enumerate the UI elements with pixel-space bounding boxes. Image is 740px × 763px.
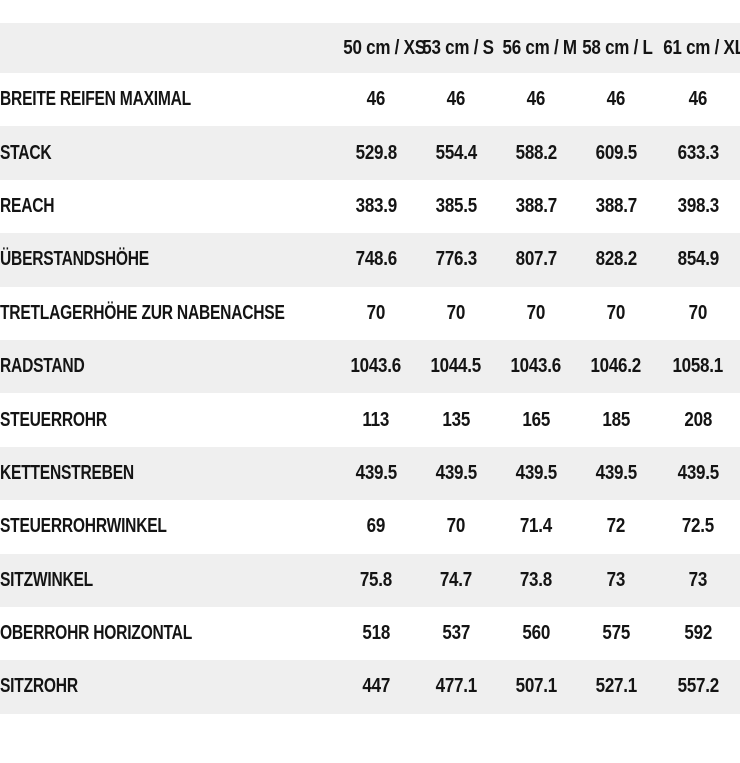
cell-value: 46 (446, 88, 466, 111)
cell-value: 388.7 (595, 194, 637, 217)
table-row-radstand: RADSTAND 1043.6 1044.5 1043.6 1046.2 105… (0, 339, 740, 394)
table-row-reach: REACH 383.9 385.5 388.7 388.7 398.3 (0, 179, 740, 234)
cell-value: 529.8 (355, 141, 397, 164)
cell-value: 135 (442, 408, 470, 431)
cell-value: 73 (688, 568, 708, 591)
cell-value: 75.8 (359, 568, 393, 591)
row-label: RADSTAND (0, 355, 85, 378)
cell-value: 518 (362, 622, 390, 645)
row-label: ÜBERSTANDSHÖHE (0, 248, 149, 271)
cell-value: 185 (602, 408, 630, 431)
table-row-sitzwinkel: SITZWINKEL 75.8 74.7 73.8 73 73 (0, 553, 740, 607)
cell-value: 1058.1 (672, 355, 724, 378)
row-label: REACH (0, 194, 55, 217)
column-header-label: 53 cm / S (422, 36, 494, 59)
cell-value: 70 (446, 515, 466, 538)
column-header-l: 58 cm / L (576, 23, 656, 73)
cell-value: 70 (526, 301, 546, 324)
table-body: BREITE REIFEN MAXIMAL 46 46 46 46 46 STA… (0, 73, 740, 714)
cell-value: 776.3 (435, 248, 477, 271)
cell-value: 208 (684, 408, 712, 431)
cell-value: 1046.2 (590, 355, 642, 378)
cell-value: 46 (606, 88, 626, 111)
cell-value: 854.9 (677, 248, 719, 271)
cell-value: 588.2 (515, 141, 557, 164)
cell-value: 439.5 (435, 461, 477, 484)
cell-value: 383.9 (355, 194, 397, 217)
cell-value: 575 (602, 622, 630, 645)
row-label: STEUERROHRWINKEL (0, 515, 167, 538)
row-label: KETTENSTREBEN (0, 461, 134, 484)
column-header-xs: 50 cm / XS (336, 23, 426, 73)
column-header-label: 61 cm / XL (663, 36, 740, 59)
cell-value: 70 (606, 301, 626, 324)
cell-value: 439.5 (595, 461, 637, 484)
cell-value: 46 (366, 88, 386, 111)
cell-value: 165 (522, 408, 550, 431)
cell-value: 385.5 (435, 194, 477, 217)
column-header-m: 56 cm / M (496, 23, 577, 73)
table-row-steuerrohrwinkel: STEUERROHRWINKEL 69 70 71.4 72 72.5 (0, 500, 740, 554)
cell-value: 1043.6 (510, 355, 562, 378)
cell-value: 807.7 (515, 248, 557, 271)
table-row-kettenstreben: KETTENSTREBEN 439.5 439.5 439.5 439.5 43… (0, 446, 740, 501)
cell-value: 557.2 (677, 675, 719, 698)
cell-value: 46 (526, 88, 546, 111)
cell-value: 633.3 (677, 141, 719, 164)
table-row-breite-reifen-maximal: BREITE REIFEN MAXIMAL 46 46 46 46 46 (0, 73, 740, 127)
cell-value: 398.3 (677, 194, 719, 217)
cell-value: 537 (442, 622, 470, 645)
column-header-label: 56 cm / M (502, 36, 577, 59)
cell-value: 507.1 (515, 675, 557, 698)
cell-value: 592 (684, 622, 712, 645)
corner-cell (0, 23, 336, 73)
cell-value: 70 (688, 301, 708, 324)
cell-value: 554.4 (435, 141, 477, 164)
cell-value: 72.5 (681, 515, 715, 538)
row-label: STACK (0, 141, 52, 164)
cell-value: 388.7 (515, 194, 557, 217)
table-header: 50 cm / XS 53 cm / S 56 cm / M 58 cm / L… (0, 23, 740, 73)
cell-value: 439.5 (515, 461, 557, 484)
cell-value: 477.1 (435, 675, 477, 698)
column-header-label: 58 cm / L (582, 36, 653, 59)
table-row-steuerrohr: STEUERROHR 113 135 165 185 208 (0, 393, 740, 447)
cell-value: 73.8 (519, 568, 553, 591)
table-row-oberrohr-horizontal: OBERROHR HORIZONTAL 518 537 560 575 592 (0, 606, 740, 661)
column-header-s: 53 cm / S (416, 23, 496, 73)
cell-value: 447 (362, 675, 390, 698)
cell-value: 73 (606, 568, 626, 591)
cell-value: 439.5 (355, 461, 397, 484)
row-label: SITZWINKEL (0, 568, 93, 591)
cell-value: 74.7 (439, 568, 473, 591)
table-row-ueberstandshoehe: ÜBERSTANDSHÖHE 748.6 776.3 807.7 828.2 8… (0, 233, 740, 287)
cell-value: 828.2 (595, 248, 637, 271)
row-label: STEUERROHR (0, 408, 107, 431)
row-label: OBERROHR HORIZONTAL (0, 622, 192, 645)
table-row-sitzrohr: SITZROHR 447 477.1 507.1 527.1 557.2 (0, 660, 740, 714)
cell-value: 113 (362, 408, 390, 431)
cell-value: 70 (446, 301, 466, 324)
cell-value: 609.5 (595, 141, 637, 164)
column-header-xl: 61 cm / XL (656, 23, 740, 73)
cell-value: 1044.5 (430, 355, 482, 378)
row-label: BREITE REIFEN MAXIMAL (0, 88, 191, 111)
table-row-tretlagerhoehe: TRETLAGERHÖHE ZUR NABENACHSE 70 70 70 70… (0, 286, 740, 340)
cell-value: 527.1 (595, 675, 637, 698)
cell-value: 560 (522, 622, 550, 645)
column-header-label: 50 cm / XS (343, 36, 426, 59)
header-row: 50 cm / XS 53 cm / S 56 cm / M 58 cm / L… (0, 23, 740, 73)
cell-value: 71.4 (519, 515, 553, 538)
cell-value: 748.6 (355, 248, 397, 271)
cell-value: 72 (606, 515, 626, 538)
cell-value: 1043.6 (350, 355, 402, 378)
cell-value: 439.5 (677, 461, 719, 484)
row-label: SITZROHR (0, 675, 78, 698)
cell-value: 69 (366, 515, 386, 538)
cell-value: 46 (688, 88, 708, 111)
table-row-stack: STACK 529.8 554.4 588.2 609.5 633.3 (0, 126, 740, 180)
cell-value: 70 (366, 301, 386, 324)
geometry-table: 50 cm / XS 53 cm / S 56 cm / M 58 cm / L… (0, 23, 740, 714)
row-label: TRETLAGERHÖHE ZUR NABENACHSE (0, 301, 285, 324)
